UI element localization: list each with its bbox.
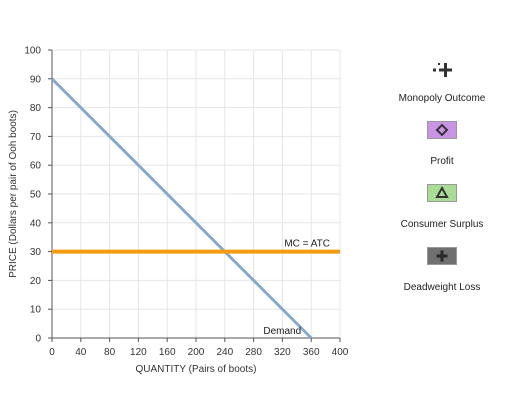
x-tick-label: 120 [130,347,147,358]
legend-item-monopoly-outcome[interactable]: Monopoly Outcome [392,60,492,104]
legend-item-deadweight-loss[interactable]: Deadweight Loss [392,247,492,293]
y-tick-label: 80 [30,103,42,114]
y-axis-label: PRICE (Dollars per pair of Ooh boots) [8,110,19,278]
x-tick-label: 280 [245,347,262,358]
mc-atc-curve-label: MC = ATC [284,239,330,250]
x-tick-label: 160 [159,347,176,358]
legend-label-monopoly-outcome: Monopoly Outcome [398,93,486,104]
y-tick-label: 100 [24,46,41,57]
legend-item-profit[interactable]: Profit [392,121,492,167]
y-tick-label: 90 [30,74,42,85]
x-tick-label: 80 [104,347,116,358]
y-tick-label: 70 [30,132,42,143]
plus-icon [436,250,448,262]
legend-label-profit: Profit [430,156,454,167]
diamond-icon [435,123,449,137]
x-tick-label: 360 [303,347,320,358]
x-axis-label: QUANTITY (Pairs of boots) [136,364,257,375]
y-tick-label: 10 [30,305,42,316]
profit-swatch[interactable] [427,121,457,139]
y-tick-label: 30 [30,247,42,258]
triangle-icon [435,185,449,198]
y-tick-label: 50 [30,190,42,201]
axes: 0 10 20 30 40 50 60 70 80 90 100 0 40 80 120 160 200 240 2… [24,46,348,359]
series[interactable] [50,77,340,340]
x-tick-label: 240 [216,347,233,358]
legend-item-consumer-surplus[interactable]: Consumer Surplus [392,184,492,230]
demand-curve[interactable] [50,77,313,340]
x-tick-label: 400 [332,347,349,358]
y-tick-label: 0 [35,334,41,345]
labels: Demand MC = ATC [263,239,330,337]
legend-label-consumer-surplus: Consumer Surplus [400,219,484,230]
y-tick-label: 40 [30,218,42,229]
x-tick-label: 200 [188,347,205,358]
consumer-surplus-swatch[interactable] [427,184,457,202]
deadweight-loss-swatch[interactable] [427,247,457,265]
demand-curve-label: Demand [263,326,301,337]
x-tick-label: 40 [75,347,87,358]
cross-dot-icon[interactable] [431,60,453,80]
y-tick-label: 20 [30,276,42,287]
x-tick-label: 0 [49,347,55,358]
grid [51,49,341,339]
y-tick-label: 60 [30,161,42,172]
x-tick-label: 320 [274,347,291,358]
legend-label-deadweight-loss: Deadweight Loss [403,282,481,293]
